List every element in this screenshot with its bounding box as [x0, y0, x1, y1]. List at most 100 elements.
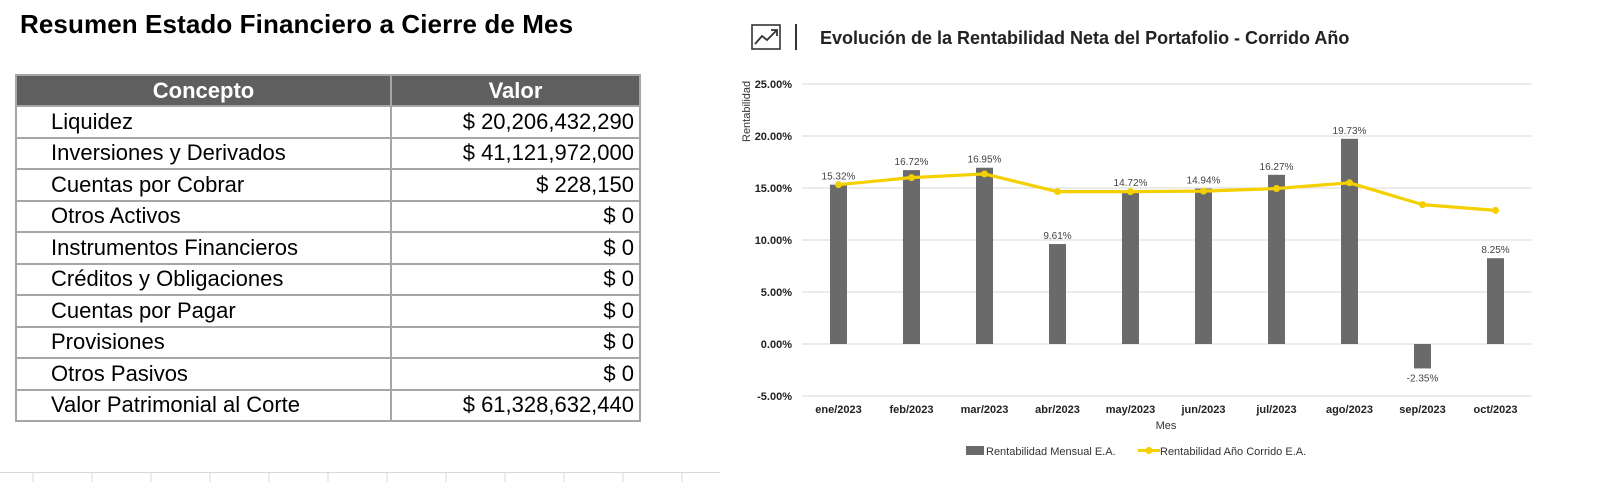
- bar-data-labels: 15.32% 16.72% 16.95% 9.61% 14.72% 14.94% 16.27…: [822, 126, 1510, 385]
- bars-monthly: [830, 138, 1504, 369]
- bar-data-label: 14.94%: [1187, 176, 1221, 187]
- bar: [1049, 244, 1066, 344]
- y-tick-labels: 25.00% 20.00% 15.00% 10.00% 5.00% 0.00% -5.00%: [755, 79, 793, 403]
- table-row: Provisiones $ 0: [15, 325, 641, 359]
- y-tick-label: 10.00%: [755, 235, 793, 247]
- ytd-point: [1346, 179, 1353, 187]
- x-tick-label: jul/2023: [1255, 404, 1296, 416]
- x-axis-label: Mes: [1156, 420, 1177, 432]
- bar-data-label: 14.72%: [1114, 178, 1148, 189]
- y-tick-label: 20.00%: [755, 131, 793, 143]
- grid-lines: [802, 83, 1532, 397]
- table-row: Inversiones y Derivados $ 41,121,972,000: [15, 136, 641, 170]
- legend-label-line: Rentabilidad Año Corrido E.A.: [1160, 446, 1306, 458]
- bar-data-label: 16.27%: [1260, 162, 1294, 173]
- row-value: $ 228,150: [390, 168, 641, 202]
- ytd-point: [1419, 201, 1426, 209]
- table-row: Liquidez $ 20,206,432,290: [15, 105, 641, 139]
- bar: [1268, 174, 1285, 344]
- row-value: $ 0: [390, 262, 641, 296]
- row-value: $ 20,206,432,290: [390, 105, 641, 139]
- bar-data-label: -2.35%: [1407, 373, 1439, 384]
- line-ytd: [835, 170, 1499, 214]
- x-tick-label: ene/2023: [815, 404, 861, 416]
- ytd-point: [981, 170, 988, 178]
- header-divider: [795, 24, 797, 50]
- ytd-point: [1273, 185, 1280, 193]
- x-tick-label: sep/2023: [1399, 404, 1445, 416]
- row-concept: Instrumentos Financieros: [15, 231, 392, 265]
- x-tick-label: abr/2023: [1035, 404, 1080, 416]
- bar: [830, 184, 847, 344]
- row-concept: Inversiones y Derivados: [15, 136, 392, 170]
- row-concept: Otros Pasivos: [15, 357, 392, 391]
- x-tick-label: may/2023: [1106, 404, 1156, 416]
- legend-swatch-bar: [966, 446, 984, 455]
- legend-swatch-marker: [1145, 447, 1153, 454]
- row-concept: Créditos y Obligaciones: [15, 262, 392, 296]
- bar: [1414, 344, 1431, 369]
- y-tick-label: -5.00%: [757, 391, 792, 403]
- bar-data-label: 15.32%: [822, 172, 856, 183]
- trend-chart-icon: [751, 24, 781, 50]
- ytd-point: [835, 181, 842, 189]
- y-tick-label: 5.00%: [761, 287, 792, 299]
- table-row: Cuentas por Cobrar $ 228,150: [15, 168, 641, 202]
- bar: [1195, 188, 1212, 344]
- y-axis-label: Rentabilidad: [741, 81, 753, 142]
- chart-title: Evolución de la Rentabilidad Neta del Po…: [820, 28, 1350, 48]
- header-value: Valor: [390, 74, 641, 107]
- row-concept: Otros Activos: [15, 199, 392, 233]
- financial-summary-table: Concepto Valor Liquidez $ 20,206,432,290 …: [15, 74, 641, 422]
- bar: [1341, 138, 1358, 344]
- x-tick-label: oct/2023: [1473, 404, 1517, 416]
- row-concept: Valor Patrimonial al Corte: [15, 388, 392, 422]
- returns-chart: 25.00% 20.00% 15.00% 10.00% 5.00% 0.00% -5.00%…: [741, 79, 1532, 458]
- bar: [1487, 258, 1504, 344]
- table-row: Valor Patrimonial al Corte $ 61,328,632,4…: [15, 388, 641, 422]
- row-concept: Cuentas por Pagar: [15, 294, 392, 328]
- ytd-point: [1054, 188, 1061, 196]
- bar: [1122, 190, 1139, 344]
- x-tick-labels: ene/2023 feb/2023 mar/2023 abr/2023 may/2023…: [815, 404, 1517, 416]
- table-row: Otros Pasivos $ 0: [15, 357, 641, 391]
- row-value: $ 0: [390, 294, 641, 328]
- bar: [903, 170, 920, 344]
- summary-title: Resumen Estado Financiero a Cierre de Me…: [20, 9, 574, 39]
- header-concept: Concepto: [15, 74, 392, 107]
- ytd-point: [908, 174, 915, 182]
- x-tick-label: feb/2023: [889, 404, 933, 416]
- table-row: Instrumentos Financieros $ 0: [15, 231, 641, 265]
- table-row: Cuentas por Pagar $ 0: [15, 294, 641, 328]
- row-value: $ 41,121,972,000: [390, 136, 641, 170]
- x-tick-label: ago/2023: [1326, 404, 1373, 416]
- table-row: Otros Activos $ 0: [15, 199, 641, 233]
- bar-data-label: 19.73%: [1333, 126, 1367, 137]
- table-header-row: Concepto Valor: [15, 74, 641, 107]
- chart-legend: Rentabilidad Mensual E.A. Rentabilidad A…: [966, 446, 1306, 458]
- ytd-line: [838, 172, 1496, 212]
- row-concept: Provisiones: [15, 325, 392, 359]
- spreadsheet-gridlines: [0, 472, 720, 482]
- row-value: $ 0: [390, 199, 641, 233]
- row-value: $ 0: [390, 357, 641, 391]
- row-value: $ 61,328,632,440: [390, 388, 641, 422]
- ytd-point: [1127, 188, 1134, 196]
- ytd-point: [1200, 187, 1207, 195]
- table-row: Créditos y Obligaciones $ 0: [15, 262, 641, 296]
- bar-data-label: 9.61%: [1043, 231, 1071, 242]
- y-tick-label: 25.00%: [755, 79, 793, 91]
- y-tick-label: 15.00%: [755, 183, 793, 195]
- row-value: $ 0: [390, 231, 641, 265]
- bar: [976, 167, 993, 344]
- row-concept: Liquidez: [15, 105, 392, 139]
- y-tick-label: 0.00%: [761, 339, 792, 351]
- x-tick-label: mar/2023: [961, 404, 1009, 416]
- bar-data-label: 8.25%: [1481, 245, 1509, 256]
- bar-data-label: 16.95%: [968, 155, 1002, 166]
- legend-label-bar: Rentabilidad Mensual E.A.: [986, 446, 1116, 458]
- row-value: $ 0: [390, 325, 641, 359]
- row-concept: Cuentas por Cobrar: [15, 168, 392, 202]
- x-tick-label: jun/2023: [1180, 404, 1225, 416]
- ytd-point: [1492, 206, 1499, 214]
